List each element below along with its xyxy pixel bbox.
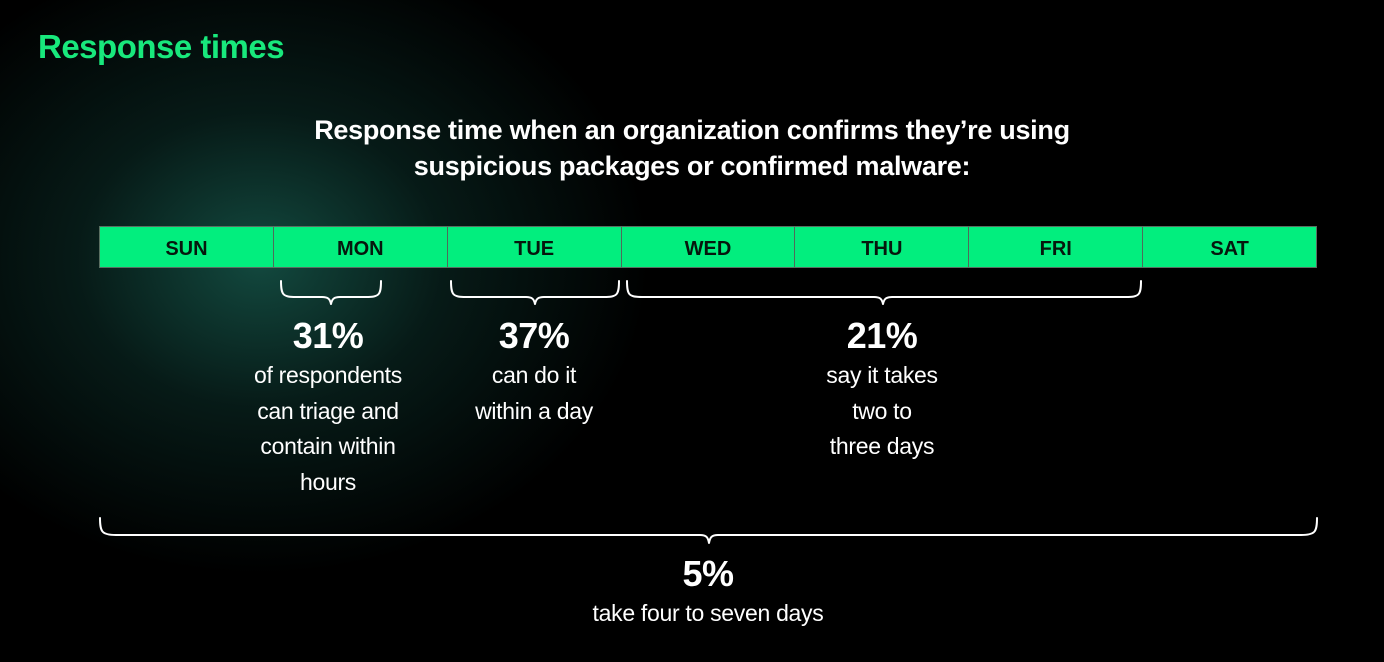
page-title: Response times — [38, 28, 285, 65]
week-bar: SUN MON TUE WED THU FRI SAT — [99, 226, 1317, 268]
day-sun: SUN — [100, 227, 274, 267]
subtitle-line-2: suspicious packages or confirmed malware… — [413, 151, 971, 181]
stat-value: 37% — [498, 315, 570, 356]
stat-value: 31% — [292, 315, 364, 356]
stat-two-to-three-days: 21% say it takes two to three days — [772, 314, 992, 465]
day-sat: SAT — [1210, 237, 1249, 260]
day-thu: THU — [795, 227, 970, 267]
stat-four-to-seven-days: 5% take four to seven days — [508, 552, 908, 632]
day-tue: TUE — [448, 227, 622, 267]
day-mon: MON — [274, 227, 448, 267]
day-wed: WED — [622, 227, 796, 267]
stat-description: of respondents can triage and contain wi… — [254, 362, 402, 495]
day-fri: FRI — [969, 227, 1144, 267]
stat-description: take four to seven days — [592, 600, 824, 626]
stat-within-hours: 31% of respondents can triage and contai… — [208, 314, 448, 500]
subtitle-line-1: Response time when an organization confi… — [314, 115, 1070, 145]
stat-description: can do it within a day — [475, 362, 593, 424]
brace-full-week — [99, 517, 1318, 544]
brace-tue — [450, 280, 620, 305]
brace-wed-fri — [626, 280, 1142, 305]
diagram-subtitle: Response time when an organization confi… — [192, 112, 1192, 184]
stat-value: 5% — [682, 553, 734, 594]
stat-value: 21% — [846, 315, 918, 356]
brace-mon — [280, 280, 382, 305]
stat-description: say it takes two to three days — [826, 362, 938, 459]
stat-within-a-day: 37% can do it within a day — [424, 314, 644, 429]
